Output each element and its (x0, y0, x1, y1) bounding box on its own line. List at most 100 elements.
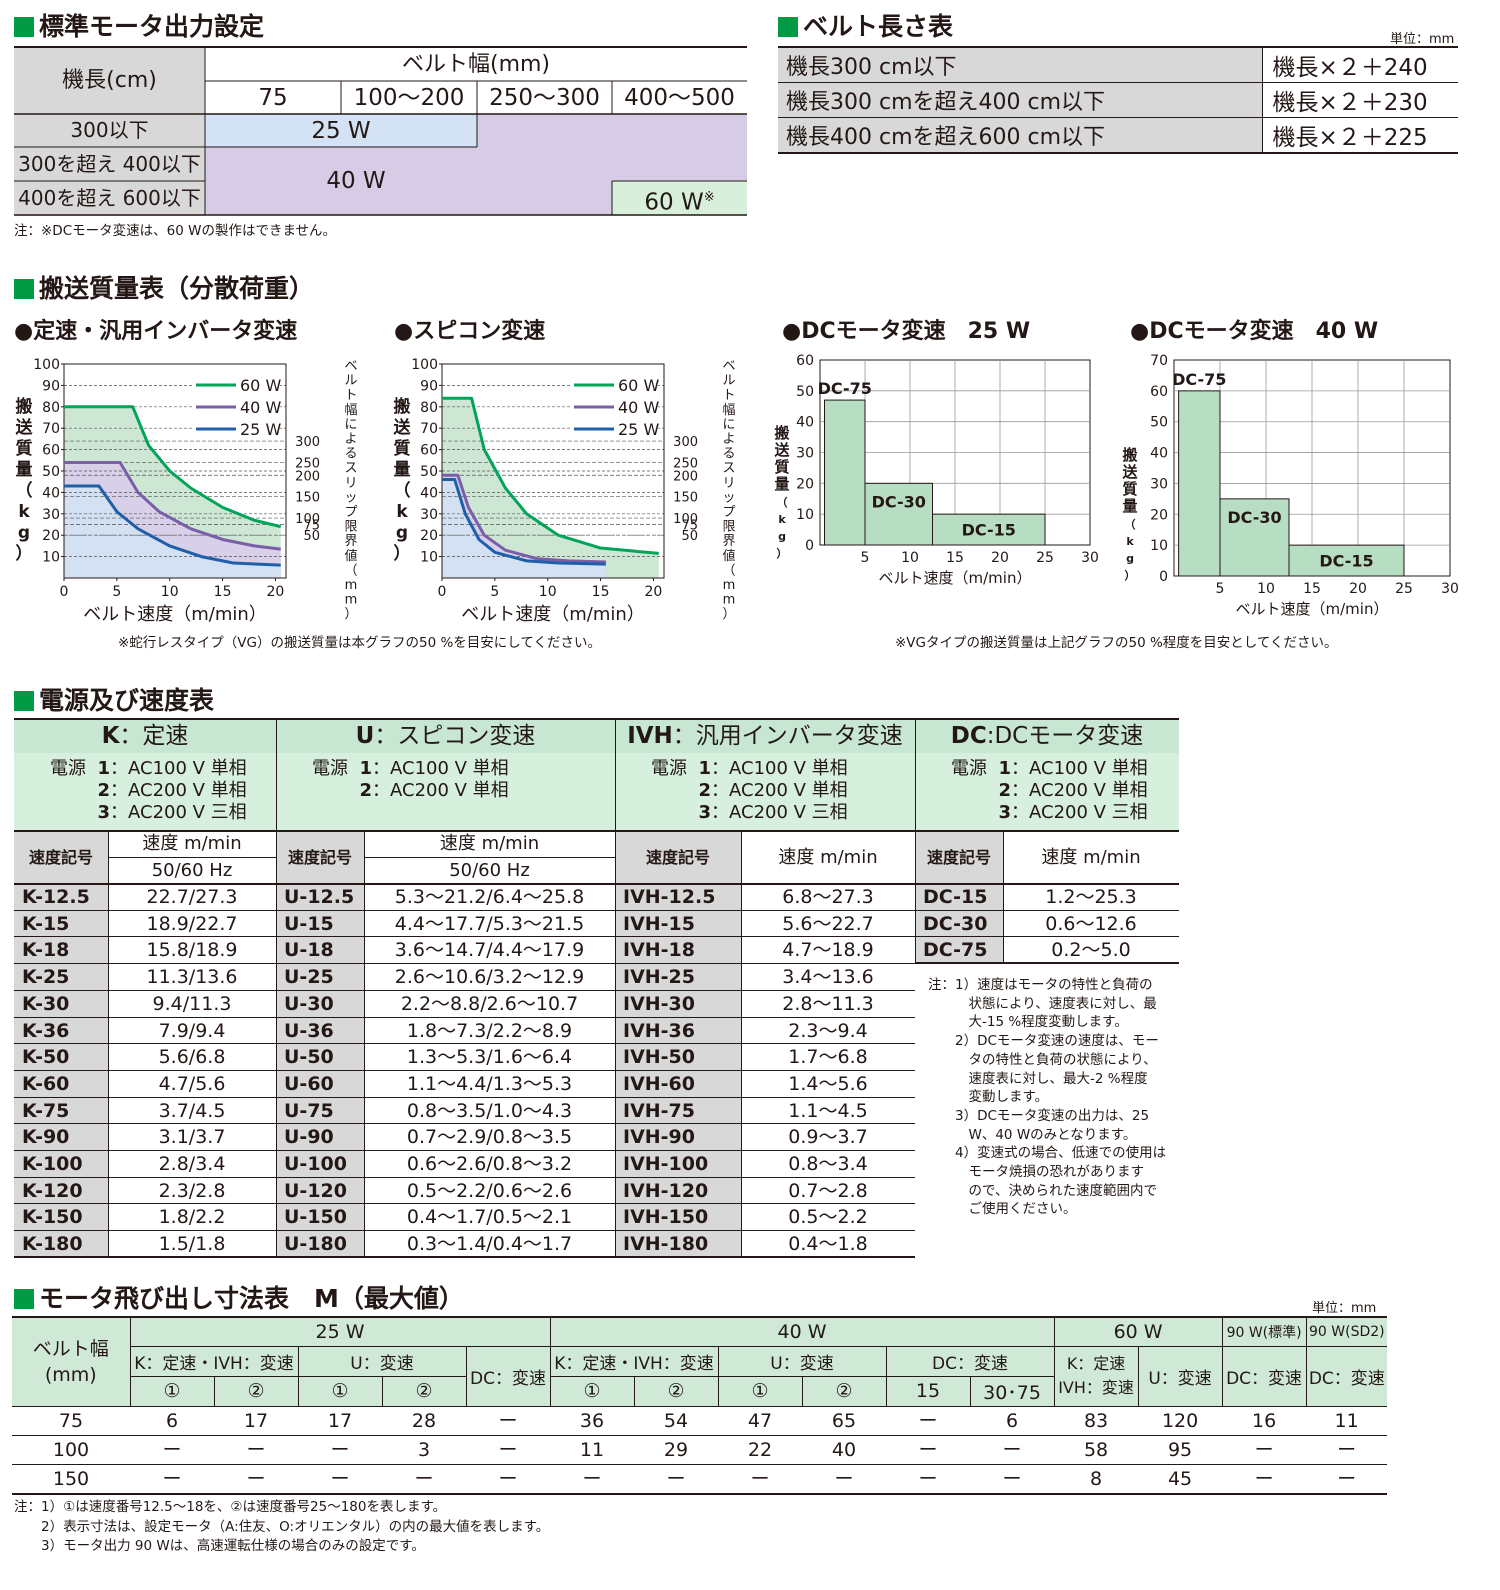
speed-value: 1.8/2.2 (158, 1206, 226, 1229)
dimension-value: ー (970, 1463, 1055, 1494)
dimension-value: 120 (1138, 1405, 1223, 1435)
speed-code: IVH-18 (615, 937, 741, 965)
legend-label: 60 W (618, 376, 659, 395)
y-axis-label: k (396, 502, 408, 522)
speed-value: 0.7〜2.8 (788, 1179, 868, 1202)
sub-dc-40: DC：変速 (886, 1346, 1055, 1377)
y-axis-label: （ (16, 480, 33, 501)
x-tick-label: 25 (1036, 550, 1054, 566)
speed-code: IVH-120 (615, 1177, 741, 1205)
y2-axis-label: ベ (722, 359, 735, 374)
power-number: 2 (359, 780, 372, 801)
drive-header-IVH: IVH：汎用インバータ変速 (615, 718, 915, 754)
chart-dc-40w: 0 10 20 30 40 50 60 70 5 10 15 20 25 30 DC-75 DC-30 DC-1… (1121, 353, 1459, 618)
y2-axis-label: ） (344, 607, 357, 622)
y-tick-label: 40 (796, 415, 814, 431)
y2-axis-label: （ (722, 563, 735, 578)
x-tick-label: 20 (645, 584, 663, 600)
drive-name: ：汎用インバータ変速 (672, 723, 903, 749)
y-tick-label: 20 (796, 476, 814, 492)
row-belt-width: 75 (12, 1405, 130, 1435)
dimension-value: 54 (634, 1405, 719, 1435)
y2-tick-label: 300 (673, 435, 698, 450)
row-rule (615, 1150, 915, 1151)
note-line: 4）変速式の場合、低速での使用は (928, 1145, 1167, 1162)
y-tick-label: 40 (1150, 446, 1168, 462)
rule (14, 883, 1179, 885)
y-axis-label: 質 (394, 438, 411, 459)
dimension-value: 8 (1054, 1463, 1139, 1494)
dimension-value: ー (214, 1434, 298, 1464)
speed-code: U-100 (276, 1151, 364, 1178)
power-line: 2：AC200 V 単相 (50, 780, 246, 802)
note-line: タの特性と負荷の状態により、 (928, 1051, 1157, 1068)
speed-value: 5.6/6.8 (158, 1046, 226, 1069)
series-line-25W (64, 484, 281, 567)
x-axis-label: ベルト速度（m/min） (461, 604, 645, 625)
x-tick-label: 20 (991, 550, 1009, 566)
x-tick-label: 30 (1441, 581, 1459, 597)
speed-no-1: ① (130, 1376, 215, 1406)
drive-header-U: U：スピコン変速 (276, 718, 615, 754)
speed-value: 1.7〜6.8 (788, 1046, 868, 1069)
power-number: 1 (97, 758, 110, 779)
row-rule (615, 1203, 915, 1205)
row-rule (615, 1123, 915, 1125)
drive-name: :DCモータ変速 (986, 723, 1144, 749)
col-rule (615, 718, 616, 1258)
y2-tick-label: 150 (673, 491, 698, 506)
y2-axis-label: リ (722, 476, 735, 491)
speed-value: 0.5〜2.2/0.6〜2.6 (406, 1179, 573, 1202)
y2-tick-label: 75 (303, 519, 320, 534)
y-axis-label: g (396, 523, 408, 543)
speed-value: 0.9〜3.7 (788, 1126, 868, 1149)
row-rule (276, 1150, 615, 1151)
header-hz: 50/60 Hz (151, 860, 233, 881)
x-axis-label: ベルト速度（m/min） (83, 604, 267, 625)
belt-length-key: 機長300 cmを超え400 cm以下 (778, 82, 1263, 118)
drive-name: ：スピコン変速 (374, 723, 536, 749)
dimension-value: ー (1306, 1434, 1388, 1464)
series-area-25W (442, 479, 606, 578)
power-band (14, 753, 1179, 831)
speed-code: K-75 (14, 1097, 108, 1125)
speed-code: K-25 (14, 964, 108, 991)
speed-value: 9.4/11.3 (152, 992, 232, 1015)
dimension-value: ー (886, 1463, 971, 1494)
bottom-rule (615, 1255, 915, 1258)
x-tick-label: 5 (112, 584, 121, 600)
row-rule (14, 1069, 276, 1071)
y2-tick-label: 250 (295, 456, 320, 471)
dimension-value: ー (886, 1405, 971, 1435)
y2-tick-label: 300 (295, 435, 320, 450)
dimension-value: ー (298, 1463, 382, 1494)
dimension-value: 29 (634, 1434, 719, 1464)
dimension-value: 17 (298, 1405, 382, 1435)
legend-label: 60 W (240, 376, 281, 395)
dimension-value: 6 (130, 1405, 214, 1435)
sub-u-40: U：変速 (718, 1346, 887, 1377)
x-tick-label: 5 (861, 550, 870, 566)
col-rule (364, 831, 365, 1258)
row-rule (14, 963, 276, 965)
power-number: 2 (698, 780, 711, 801)
y2-axis-label: （ (344, 563, 357, 578)
speed-no-1: ① (550, 1376, 635, 1406)
row-rule (276, 1123, 615, 1125)
width-100-200: 100〜200 (353, 85, 465, 111)
y2-axis-label: リ (344, 476, 357, 491)
speed-code: K-180 (14, 1231, 108, 1258)
width-250-300: 250〜300 (489, 85, 600, 111)
y-tick-label: 30 (796, 446, 814, 462)
table-row: 75 6 17 17 28 ー 36 54 47 65 ー 6 83 120 16 11 (12, 1405, 1388, 1435)
note-line: 状態により、速度表に対し、最 (928, 995, 1157, 1012)
power-text: ：AC200 V 単相 (372, 780, 509, 801)
speed-value: 11.3/13.6 (146, 966, 238, 989)
drive-header-DC: DC:DCモータ変速 (915, 718, 1179, 754)
power-line: 2：AC200 V 単相 (312, 780, 509, 802)
dimension-value: 65 (802, 1405, 887, 1435)
motor-output-grid (14, 48, 747, 216)
note-line: 変動します。 (928, 1089, 1049, 1106)
power-text: ：AC100 V 単相 (110, 758, 247, 779)
speed-30-75: 30･75 (970, 1376, 1055, 1406)
